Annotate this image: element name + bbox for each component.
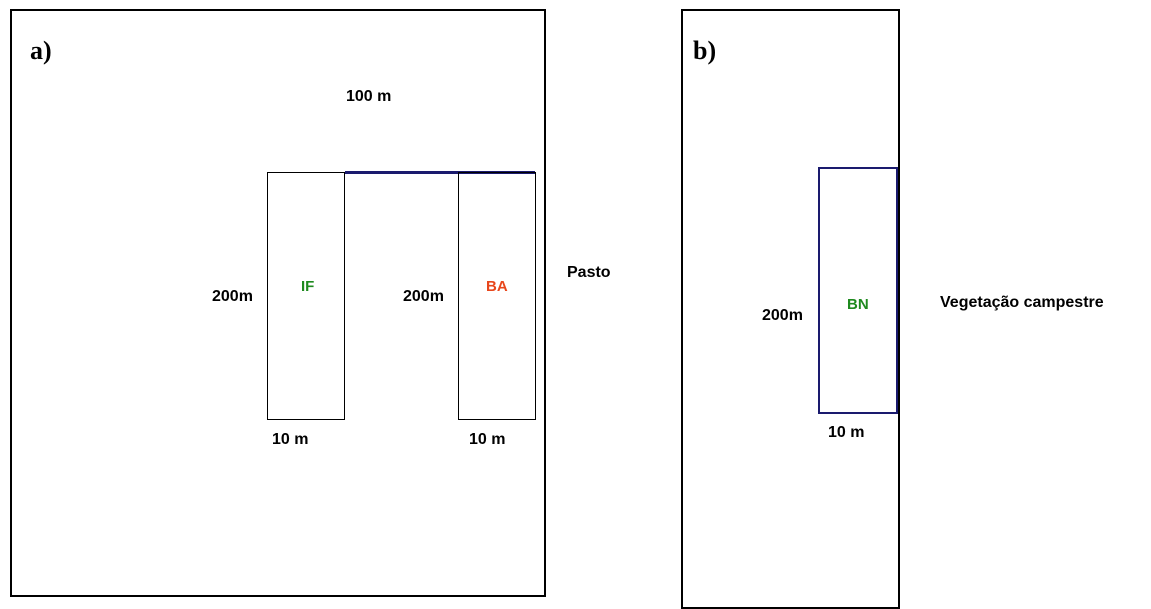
plot-ba: [458, 172, 536, 420]
plot-bn: [818, 167, 898, 414]
plot-if-width-label: 10 m: [272, 431, 309, 448]
panel-a-label: a): [30, 36, 52, 65]
plot-if-name: IF: [301, 278, 315, 295]
plot-if-height-label: 200m: [212, 288, 253, 305]
plot-bn-height-label: 200m: [762, 307, 803, 324]
pasto-label: Pasto: [567, 264, 611, 281]
plot-bn-name: BN: [847, 296, 869, 313]
plot-bn-width-label: 10 m: [828, 424, 865, 441]
panel-b-label: b): [693, 36, 717, 65]
plot-ba-width-label: 10 m: [469, 431, 506, 448]
plot-ba-name: BA: [486, 278, 508, 295]
panel-a-frame: [10, 9, 546, 597]
plot-if: [267, 172, 345, 420]
top-dimension-label: 100 m: [346, 88, 392, 105]
plot-ba-height-label: 200m: [403, 288, 444, 305]
top-transect-line: [345, 171, 535, 174]
vegetacao-campestre-label: Vegetação campestre: [940, 294, 1104, 311]
